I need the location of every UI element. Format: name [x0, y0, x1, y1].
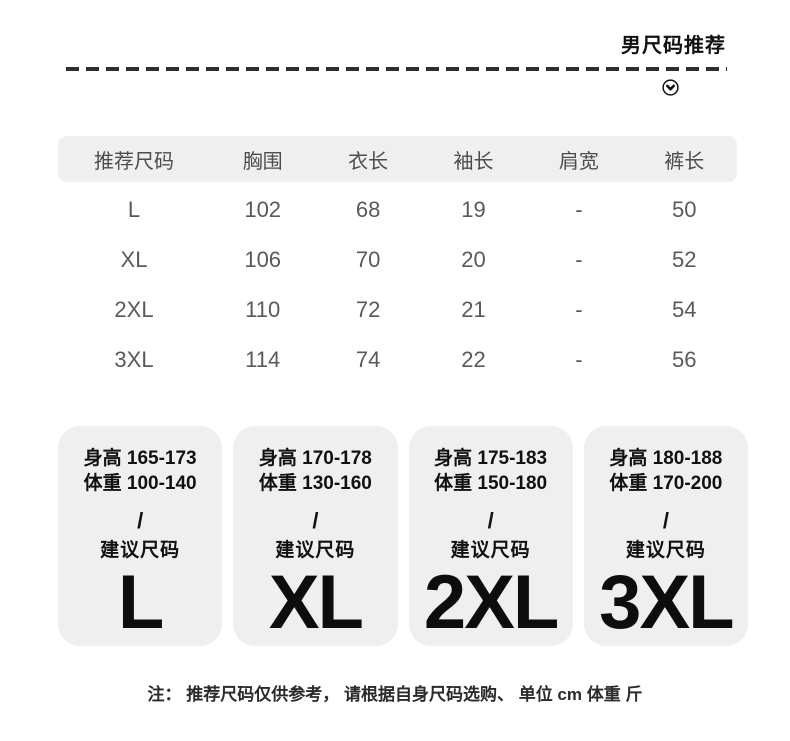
- cell-size: 3XL: [114, 347, 154, 372]
- cell-chest: 110: [245, 297, 281, 322]
- table-body: L 102 68 19 - 50 XL 106 70 20 - 52 2XL 1…: [58, 185, 737, 385]
- header-cell-recommended-size: 推荐尺码: [94, 150, 174, 173]
- cell-sleeve-length: 20: [461, 247, 486, 272]
- cell-pants-length: 52: [672, 247, 697, 272]
- cell-pants-length: 50: [672, 197, 697, 222]
- cell-size: XL: [120, 247, 148, 272]
- collapse-row: [0, 79, 679, 96]
- cell-size: L: [127, 197, 141, 222]
- header-cell-garment-length: 衣长: [348, 150, 389, 173]
- page-title: 男尺码推荐: [621, 35, 726, 57]
- header-cell-shoulder-width: 肩宽: [558, 150, 599, 173]
- header-cell-pants-length: 裤长: [664, 150, 705, 173]
- card-suggested-size: XL: [268, 560, 364, 645]
- card-suggest-label: 建议尺码: [450, 540, 531, 561]
- card-height-range: 身高 170-178: [258, 448, 372, 469]
- chevron-down-circle-icon: [662, 79, 679, 96]
- card-height-range: 身高 175-183: [434, 448, 548, 469]
- card-suggested-size: 3XL: [599, 560, 734, 645]
- table-row: XL 106 70 20 - 52: [58, 235, 737, 285]
- cell-garment-length: 70: [355, 247, 381, 272]
- card-slash: /: [662, 508, 669, 533]
- cell-shoulder-width: -: [575, 297, 583, 322]
- cell-pants-length: 56: [672, 347, 697, 372]
- cell-shoulder-width: -: [575, 197, 583, 222]
- cell-pants-length: 54: [672, 297, 697, 322]
- cell-chest: 106: [244, 247, 282, 272]
- header-cell-sleeve-length: 袖长: [453, 150, 494, 173]
- cell-garment-length: 72: [355, 297, 381, 322]
- card-weight-range: 体重 150-180: [434, 473, 548, 494]
- cell-chest: 114: [245, 347, 281, 372]
- cell-garment-length: 68: [355, 197, 381, 222]
- cell-chest: 102: [244, 197, 282, 222]
- header-cell-chest: 胸围: [242, 150, 283, 173]
- table-header-row: 推荐尺码 胸围 衣长 袖长 肩宽 裤长: [58, 136, 737, 182]
- card-suggest-label: 建议尺码: [275, 540, 356, 561]
- card-weight-range: 体重 100-140: [83, 473, 197, 494]
- recommendation-card-l: 身高 165-173 体重 100-140 / 建议尺码 L: [58, 426, 223, 646]
- cell-sleeve-length: 22: [461, 347, 486, 372]
- card-height-range: 身高 165-173: [83, 448, 197, 469]
- table-row: 2XL 110 72 21 - 54: [58, 285, 737, 335]
- cell-garment-length: 74: [355, 347, 381, 372]
- cell-shoulder-width: -: [575, 347, 583, 372]
- recommendation-card-xl: 身高 170-178 体重 130-160 / 建议尺码 XL: [233, 426, 398, 646]
- card-suggest-label: 建议尺码: [625, 540, 706, 561]
- cell-sleeve-length: 21: [461, 297, 486, 322]
- collapse-section-button[interactable]: [662, 79, 679, 96]
- cell-size: 2XL: [114, 297, 154, 322]
- footer-note: 注： 推荐尺码仅供参考， 请根据自身尺码选购、 单位 cm 体重 斤: [147, 685, 643, 704]
- card-slash: /: [312, 508, 319, 533]
- card-suggested-size: L: [117, 560, 164, 645]
- cell-sleeve-length: 19: [461, 197, 486, 222]
- card-slash: /: [487, 508, 494, 533]
- cell-shoulder-width: -: [575, 247, 583, 272]
- card-height-range: 身高 180-188: [609, 448, 723, 469]
- card-suggested-size: 2XL: [423, 560, 559, 645]
- card-weight-range: 体重 170-200: [609, 473, 723, 494]
- card-suggest-label: 建议尺码: [100, 540, 181, 561]
- size-table: 推荐尺码 胸围 衣长 袖长 肩宽 裤长 L 102 68 19 - 50 XL …: [58, 136, 737, 385]
- card-slash: /: [137, 508, 144, 533]
- table-row: 3XL 114 74 22 - 56: [58, 335, 737, 385]
- recommendation-card-3xl: 身高 180-188 体重 170-200 / 建议尺码 3XL: [583, 426, 748, 646]
- recommendation-card-2xl: 身高 175-183 体重 150-180 / 建议尺码 2XL: [408, 426, 573, 646]
- recommendation-cards: 身高 165-173 体重 100-140 / 建议尺码 L 身高 170-17…: [58, 426, 748, 646]
- dashed-divider: [66, 67, 727, 71]
- table-row: L 102 68 19 - 50: [58, 185, 737, 235]
- card-weight-range: 体重 130-160: [258, 473, 372, 494]
